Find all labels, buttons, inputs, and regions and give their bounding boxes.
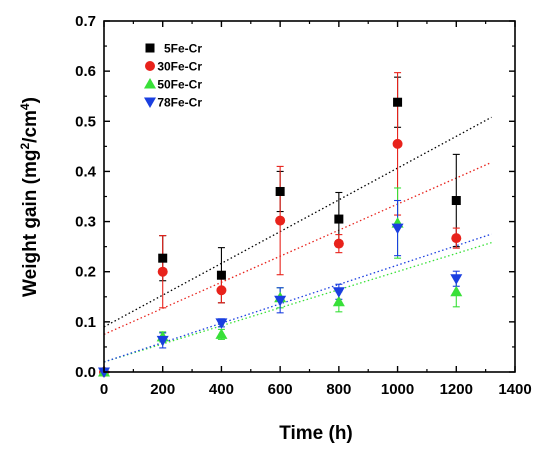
y-axis-title-mid: /cm bbox=[20, 110, 41, 143]
y-tick-label: 0.3 bbox=[75, 214, 96, 231]
x-tick-label: 600 bbox=[268, 381, 293, 398]
y-axis-title-sup2: 4 bbox=[18, 103, 32, 110]
x-tick-label: 800 bbox=[326, 381, 351, 398]
data-point bbox=[451, 196, 461, 206]
y-tick-label: 0.4 bbox=[75, 163, 97, 180]
trend-line bbox=[103, 233, 492, 363]
legend-label: 5Fe-Cr bbox=[164, 42, 202, 56]
y-tick-label: 0.7 bbox=[75, 13, 96, 30]
trend-line bbox=[103, 161, 492, 335]
y-tick-label: 0.0 bbox=[75, 364, 96, 381]
trend-line bbox=[103, 116, 492, 328]
legend-label: 30Fe-Cr bbox=[157, 60, 202, 74]
legend-marker bbox=[145, 43, 155, 53]
legend-marker bbox=[144, 78, 156, 89]
x-axis-title: Time (h) bbox=[279, 423, 353, 444]
data-point bbox=[275, 186, 285, 196]
data-point bbox=[215, 318, 228, 329]
y-axis-title-main: Weight gain (mg bbox=[20, 150, 41, 297]
data-point bbox=[450, 274, 463, 285]
data-point bbox=[333, 238, 344, 249]
data-point bbox=[450, 285, 463, 297]
tick-labels: 0 200 400 600 800 1000 1200 1400 0.0 0.1 0.2 0.3 0.4… bbox=[75, 13, 532, 398]
legend: 5Fe-Cr 30Fe-Cr 50Fe-Cr 78Fe-Cr bbox=[144, 42, 202, 110]
data-point bbox=[216, 270, 226, 280]
y-tick-label: 0.5 bbox=[75, 113, 96, 130]
data-point bbox=[216, 285, 227, 296]
legend-marker bbox=[145, 61, 155, 71]
y-tick-label: 0.6 bbox=[75, 63, 96, 80]
data-point bbox=[332, 295, 345, 307]
data-point bbox=[215, 328, 228, 339]
y-axis-title-sup1: 2 bbox=[18, 143, 32, 150]
trend-lines bbox=[103, 116, 492, 363]
x-tick-label: 400 bbox=[209, 381, 234, 398]
data-point bbox=[451, 233, 462, 244]
data-point bbox=[334, 214, 344, 224]
x-tick-label: 1400 bbox=[498, 381, 531, 398]
data-point bbox=[275, 215, 286, 226]
y-tick-label: 0.2 bbox=[75, 264, 96, 281]
data-point bbox=[392, 138, 403, 149]
data-point bbox=[158, 253, 168, 263]
x-tick-label: 0 bbox=[100, 381, 108, 398]
data-point bbox=[157, 266, 168, 277]
data-point bbox=[274, 295, 287, 307]
data-point bbox=[332, 287, 345, 298]
y-axis-title-end: ) bbox=[20, 97, 41, 103]
axes bbox=[103, 20, 516, 373]
error-bars bbox=[159, 72, 460, 349]
x-tick-label: 1200 bbox=[440, 381, 473, 398]
data-point bbox=[156, 335, 169, 347]
legend-label: 50Fe-Cr bbox=[157, 78, 202, 92]
x-tick-label: 1000 bbox=[381, 381, 414, 398]
legend-label: 78Fe-Cr bbox=[157, 96, 202, 110]
y-tick-label: 0.1 bbox=[75, 314, 96, 331]
x-tick-label: 200 bbox=[150, 381, 175, 398]
data-point bbox=[393, 97, 403, 107]
legend-marker bbox=[144, 97, 156, 108]
data-point bbox=[391, 223, 404, 235]
y-axis-title: Weight gain (mg2/cm4) bbox=[18, 97, 41, 297]
